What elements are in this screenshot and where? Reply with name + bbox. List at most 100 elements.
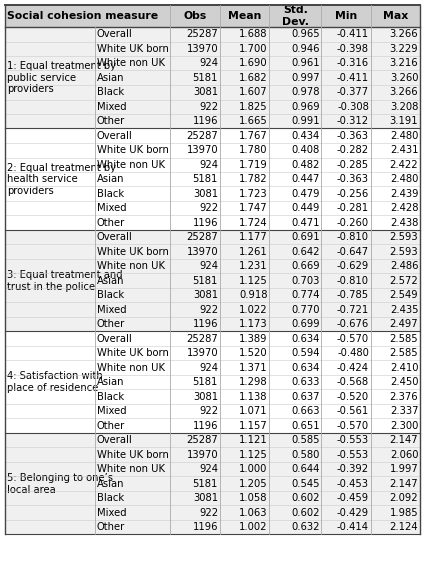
Text: Social cohesion measure: Social cohesion measure [7,11,158,21]
Text: 0.449: 0.449 [291,203,320,213]
Text: 2.593: 2.593 [390,232,418,242]
Text: 1.682: 1.682 [239,73,267,83]
Text: 0.978: 0.978 [291,87,320,97]
Text: 2.147: 2.147 [390,479,418,489]
Text: 3081: 3081 [193,392,218,402]
Text: 1.000: 1.000 [239,464,267,474]
Text: Asian: Asian [96,377,124,387]
Text: 0.965: 0.965 [291,29,320,39]
Text: 0.434: 0.434 [292,131,320,141]
Text: 1196: 1196 [193,116,218,126]
Text: Overall: Overall [96,29,133,39]
Text: 1.985: 1.985 [390,508,418,518]
Text: 2.124: 2.124 [390,522,418,532]
Text: 924: 924 [199,261,218,271]
Text: 2.439: 2.439 [390,189,418,199]
Text: 0.774: 0.774 [291,290,320,300]
Text: White UK born: White UK born [96,450,169,460]
Text: -0.570: -0.570 [337,421,369,431]
Text: White non UK: White non UK [96,363,164,373]
Text: 0.997: 0.997 [291,73,320,83]
Bar [5,128,420,230]
Text: 1.063: 1.063 [239,508,267,518]
Text: 922: 922 [199,102,218,112]
Text: 4: Satisfaction with
place of residence: 4: Satisfaction with place of residence [7,371,102,393]
Text: 2.497: 2.497 [390,319,418,329]
Text: 2.480: 2.480 [390,174,418,184]
Text: -0.312: -0.312 [337,116,369,126]
Text: 922: 922 [199,508,218,518]
Text: 924: 924 [199,464,218,474]
Text: 1.767: 1.767 [239,131,267,141]
Text: 3.216: 3.216 [390,58,418,68]
Text: 1.688: 1.688 [239,29,267,39]
Text: Other: Other [96,522,125,532]
Text: -0.363: -0.363 [337,174,369,184]
Text: 0.633: 0.633 [291,377,320,387]
Text: 2.480: 2.480 [390,131,418,141]
Text: 25287: 25287 [186,435,218,445]
Text: 1.058: 1.058 [239,493,267,503]
Text: -0.411: -0.411 [337,29,369,39]
Text: 2.428: 2.428 [390,203,418,213]
Text: 13970: 13970 [187,44,218,53]
Text: -0.480: -0.480 [337,348,369,358]
Text: -0.281: -0.281 [337,203,369,213]
Text: Black: Black [96,392,124,402]
Bar [5,5,420,27]
Text: 3.266: 3.266 [390,87,418,97]
Text: Black: Black [96,87,124,97]
Text: 2.376: 2.376 [390,392,418,402]
Text: White UK born: White UK born [96,348,169,358]
Text: 1.665: 1.665 [239,116,267,126]
Text: 922: 922 [199,407,218,416]
Text: 0.669: 0.669 [291,261,320,271]
Text: 1.700: 1.700 [239,44,267,53]
Text: Asian: Asian [96,73,124,83]
Text: 0.602: 0.602 [291,493,320,503]
Text: Asian: Asian [96,276,124,286]
Text: 5181: 5181 [193,276,218,286]
Text: 0.602: 0.602 [291,508,320,518]
Text: 1.177: 1.177 [239,232,267,242]
Text: 2.450: 2.450 [390,377,418,387]
Text: -0.363: -0.363 [337,131,369,141]
Text: Overall: Overall [96,232,133,242]
Text: 0.642: 0.642 [291,247,320,257]
Text: Black: Black [96,290,124,300]
Text: 0.580: 0.580 [291,450,320,460]
Text: 3.208: 3.208 [390,102,418,112]
Text: 1.298: 1.298 [239,377,267,387]
Text: 2.410: 2.410 [390,363,418,373]
Text: White UK born: White UK born [96,145,169,155]
Text: Mixed: Mixed [96,102,126,112]
Text: 0.482: 0.482 [291,160,320,170]
Text: 1.723: 1.723 [239,189,267,199]
Text: 0.585: 0.585 [291,435,320,445]
Text: -0.256: -0.256 [337,189,369,199]
Text: 2.092: 2.092 [390,493,418,503]
Text: -0.810: -0.810 [337,276,369,286]
Text: 2.585: 2.585 [390,348,418,358]
Text: 25287: 25287 [186,232,218,242]
Bar [5,230,420,332]
Text: 3.266: 3.266 [390,29,418,39]
Text: 1.205: 1.205 [239,479,267,489]
Text: 13970: 13970 [187,145,218,155]
Text: 25287: 25287 [186,29,218,39]
Text: Asian: Asian [96,174,124,184]
Text: 5181: 5181 [193,174,218,184]
Text: -0.570: -0.570 [337,334,369,344]
Text: Other: Other [96,116,125,126]
Text: 13970: 13970 [187,450,218,460]
Bar [5,433,420,535]
Text: -0.568: -0.568 [337,377,369,387]
Text: 2.431: 2.431 [390,145,418,155]
Text: Mixed: Mixed [96,508,126,518]
Text: 3.260: 3.260 [390,73,418,83]
Text: 2.593: 2.593 [390,247,418,257]
Text: -0.424: -0.424 [337,363,369,373]
Text: 1.157: 1.157 [239,421,267,431]
Text: 3.191: 3.191 [390,116,418,126]
Text: 5181: 5181 [193,73,218,83]
